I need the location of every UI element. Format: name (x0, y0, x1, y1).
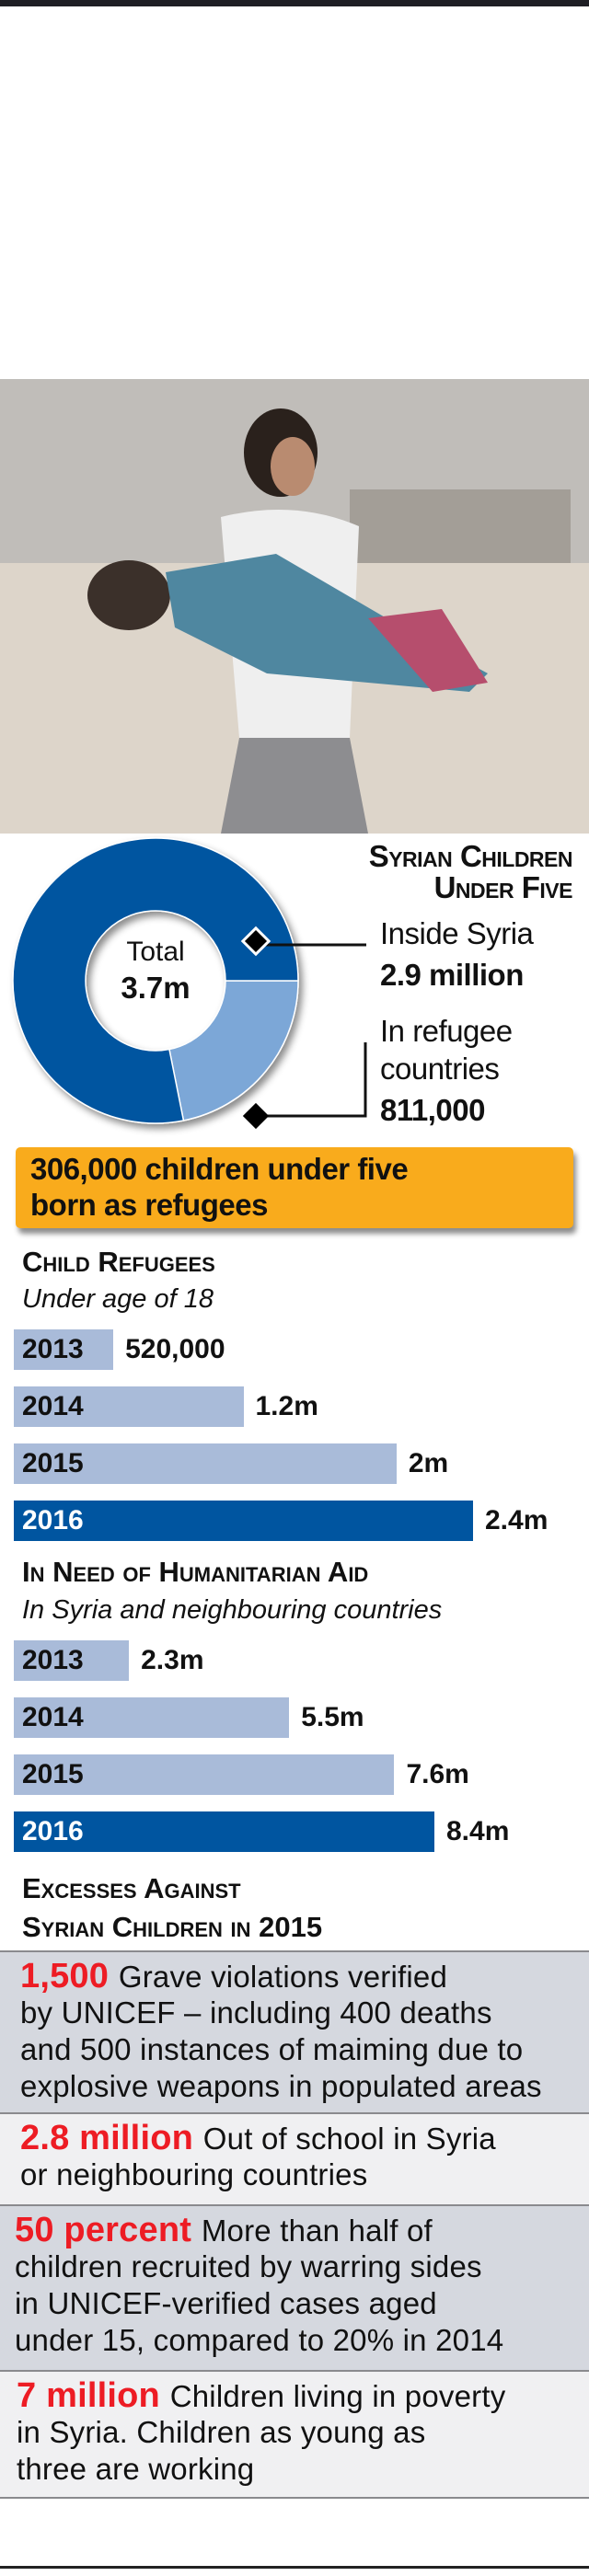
diamond-marker-icon (240, 926, 271, 957)
excess-row: 2.8 million Out of school in Syria or nei… (0, 2112, 589, 2206)
bar-value-label: 5.5m (301, 1702, 364, 1732)
refugee-label-line2: countries (380, 1052, 500, 1086)
excess-highlight-figure: 1,500 (20, 1957, 119, 1995)
excesses-heading-line2: Syrian Children in 2015 (22, 1911, 323, 1943)
excess-text-line: 2.8 million Out of school in Syria (20, 2119, 496, 2157)
excess-text-line: in Syria. Children as young as (17, 2415, 426, 2449)
bar-year-label: 2014 (22, 1391, 84, 1421)
donut-center-value: 3.7m (121, 971, 191, 1005)
refugee-value: 811,000 (380, 1093, 485, 1127)
bar-value-label: 520,000 (125, 1334, 225, 1364)
aid-subtitle: In Syria and neighbouring countries (22, 1595, 443, 1625)
excesses-heading-line1: Excesses Against (22, 1872, 241, 1904)
bar-value-label: 7.6m (406, 1759, 469, 1789)
donut-slice-inside-syria (12, 837, 299, 1124)
bottom-border (0, 2566, 589, 2569)
photo-image (0, 379, 589, 834)
bar-value-label: 2.3m (141, 1645, 204, 1675)
excess-highlight-figure: 2.8 million (20, 2119, 203, 2157)
excess-text-line: three are working (17, 2452, 255, 2486)
bar-value-label: 1.2m (255, 1391, 318, 1421)
refugees-bar-chart: 2013 520,000 2014 1.2m 2015 2m 2016 2.4m (0, 1329, 589, 1546)
aid-bar-chart: 2013 2.3m 2014 5.5m 2015 7.6m 2016 8.4m (0, 1640, 589, 1857)
bar-2016: 2016 (14, 1811, 434, 1852)
inside-syria-value: 2.9 million (380, 958, 524, 992)
bar-value-label: 2.4m (485, 1505, 549, 1535)
top-border (0, 0, 589, 6)
refugee-label-line1: In refugee (380, 1014, 513, 1048)
donut-title-line2: Under Five (433, 870, 573, 904)
bar-2015: 2015 (14, 1754, 395, 1795)
excess-text-line: 7 million Children living in poverty (17, 2376, 506, 2415)
donut-title-line1: Syrian Children (368, 839, 573, 873)
bar-year-label: 2016 (22, 1816, 84, 1846)
bar-value-label: 2m (408, 1448, 449, 1478)
bar-value-label: 8.4m (446, 1816, 510, 1846)
excess-text-line: 1,500 Grave violations verified (20, 1957, 448, 1995)
excess-text-line: and 500 instances of maiming due to (20, 2032, 524, 2066)
refugees-heading: Child Refugees (22, 1246, 215, 1278)
refugee-leader-line (260, 1042, 367, 1118)
bar-year-label: 2014 (22, 1702, 84, 1732)
excess-text-line: by UNICEF – including 400 deaths (20, 1995, 492, 2030)
callout-line1: 306,000 children under five (30, 1152, 409, 1186)
donut-slice-refugee-countries (168, 980, 299, 1121)
bar-year-label: 2015 (22, 1448, 84, 1478)
donut-center-label: Total (126, 937, 185, 967)
excess-text-line: in UNICEF-verified cases aged (15, 2286, 437, 2320)
excess-row: 7 million Children living in poverty in S… (0, 2370, 589, 2499)
photo-illustration (0, 379, 589, 834)
excess-highlight-figure: 50 percent (15, 2211, 202, 2249)
bar-year-label: 2013 (22, 1334, 84, 1364)
donut-chart (12, 837, 367, 1130)
excess-row: 50 percent More than half of children rec… (0, 2204, 589, 2372)
bar-year-label: 2016 (22, 1505, 84, 1535)
excess-text-line: or neighbouring countries (20, 2157, 368, 2191)
bar-2013: 2013 (14, 1640, 130, 1681)
bar-2016: 2016 (14, 1501, 473, 1541)
diamond-marker-icon (242, 1102, 270, 1130)
callout-line2: born as refugees (30, 1188, 268, 1222)
bar-2014: 2014 (14, 1697, 290, 1738)
bar-year-label: 2013 (22, 1645, 84, 1675)
excess-text-line: children recruited by warring sides (15, 2249, 482, 2283)
bar-2014: 2014 (14, 1386, 244, 1427)
refugees-subtitle: Under age of 18 (22, 1284, 214, 1314)
excess-highlight-figure: 7 million (17, 2376, 170, 2415)
callout-box: 306,000 children under five born as refu… (16, 1147, 573, 1228)
excess-row: 1,500 Grave violations verified by UNICEF… (0, 1950, 589, 2114)
bar-2013: 2013 (14, 1329, 114, 1370)
excess-text-line: under 15, compared to 20% in 2014 (15, 2323, 504, 2357)
excess-text-line: explosive weapons in populated areas (20, 2069, 542, 2103)
bar-year-label: 2015 (22, 1759, 84, 1789)
aid-heading: In Need of Humanitarian Aid (22, 1556, 369, 1588)
inside-syria-label: Inside Syria (380, 916, 534, 950)
bar-2015: 2015 (14, 1443, 397, 1484)
excess-text-line: 50 percent More than half of (15, 2211, 433, 2249)
